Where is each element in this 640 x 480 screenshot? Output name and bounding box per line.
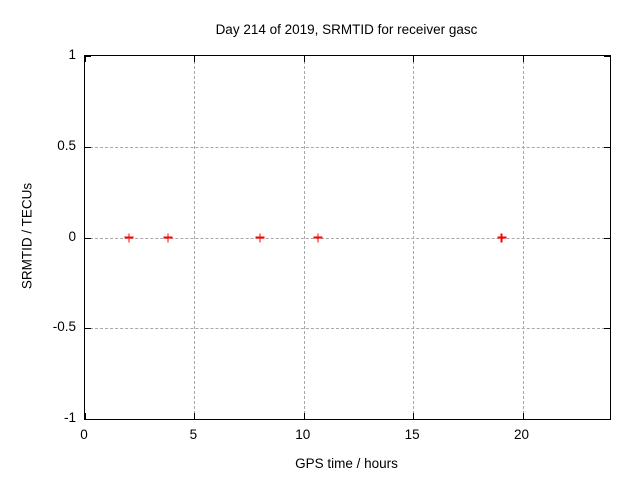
y-tick-right bbox=[604, 237, 610, 239]
y-tick-left bbox=[85, 56, 91, 57]
x-axis-label: GPS time / hours bbox=[295, 456, 398, 471]
x-tick-bottom bbox=[85, 413, 86, 419]
y-tick-right bbox=[604, 56, 610, 57]
plot-area bbox=[84, 55, 611, 420]
x-tick-label: 20 bbox=[513, 427, 530, 442]
y-gridline bbox=[85, 237, 610, 239]
y-tick-left bbox=[85, 328, 91, 330]
y-tick-label: -1 bbox=[63, 410, 76, 425]
y-tick-right bbox=[604, 419, 610, 420]
y-tick-label: 0 bbox=[68, 228, 76, 244]
y-tick-left bbox=[85, 146, 91, 148]
x-tick-bottom bbox=[194, 413, 196, 419]
x-tick-bottom bbox=[413, 413, 415, 419]
y-tick-left bbox=[85, 419, 91, 420]
data-point-marker bbox=[255, 233, 265, 242]
x-tick-label: 15 bbox=[404, 427, 420, 442]
data-point-marker bbox=[497, 233, 507, 242]
y-tick-label: -0.5 bbox=[52, 319, 76, 335]
data-point-marker bbox=[313, 233, 323, 242]
x-tick-bottom bbox=[303, 413, 305, 419]
y-gridline bbox=[85, 328, 610, 330]
y-gridline bbox=[85, 146, 610, 148]
x-tick-label: 10 bbox=[295, 427, 311, 442]
data-point-marker bbox=[163, 233, 173, 242]
x-tick-label: 0 bbox=[80, 427, 88, 442]
x-tick-top bbox=[194, 56, 196, 62]
x-tick-bottom bbox=[522, 413, 524, 419]
chart-title: Day 214 of 2019, SRMTID for receiver gas… bbox=[215, 22, 478, 37]
y-tick-left bbox=[85, 237, 91, 239]
data-point-marker bbox=[124, 233, 134, 242]
y-tick-right bbox=[604, 328, 610, 330]
x-tick-top bbox=[303, 56, 305, 62]
x-tick-top bbox=[522, 56, 524, 62]
y-tick-label: 0.5 bbox=[57, 137, 76, 153]
x-tick-label: 5 bbox=[189, 427, 198, 442]
y-tick-label: 1 bbox=[68, 47, 76, 62]
x-tick-top bbox=[85, 56, 86, 62]
x-tick-top bbox=[413, 56, 415, 62]
y-tick-right bbox=[604, 146, 610, 148]
